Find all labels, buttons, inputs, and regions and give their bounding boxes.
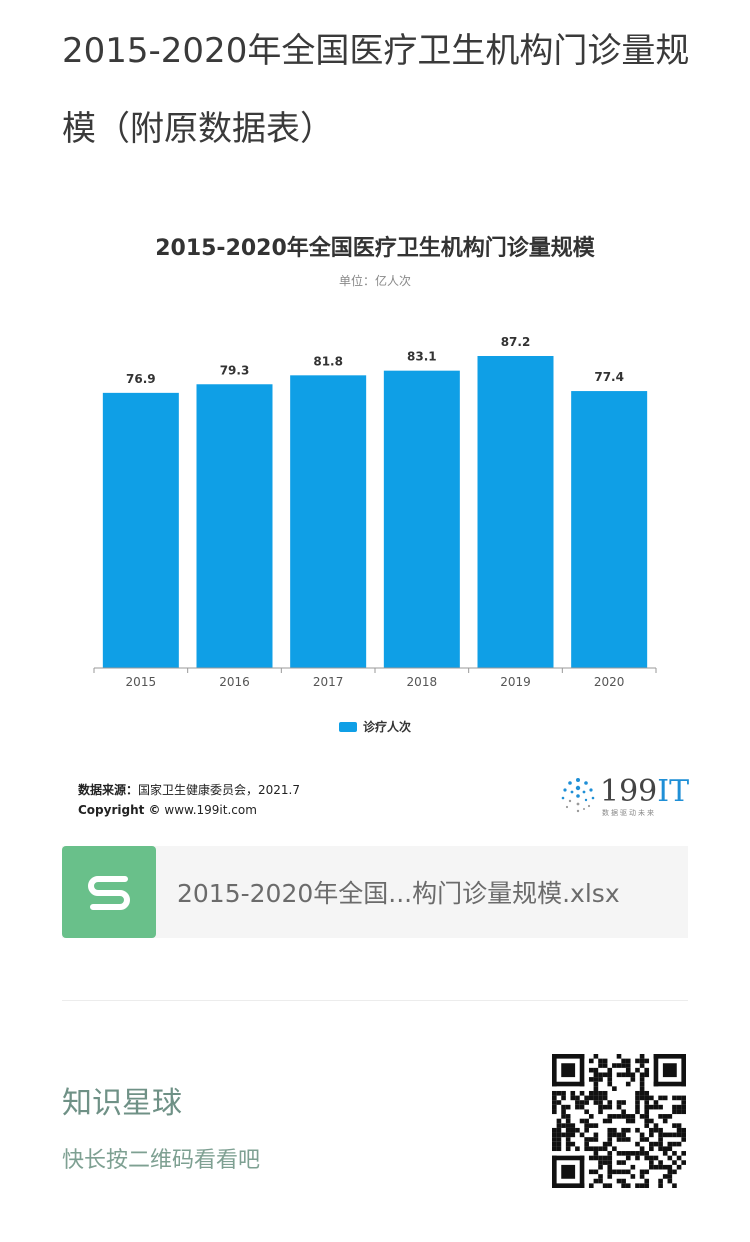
copyright-text: www.199it.com <box>164 803 257 817</box>
logo-dots-icon <box>561 778 595 813</box>
x-tick-2018: 2018 <box>407 675 438 689</box>
bar-2018 <box>383 370 460 668</box>
legend-label: 诊疗人次 <box>362 720 411 734</box>
chart-source: 数据来源：国家卫生健康委员会，2021.7 Copyright © www.19… <box>78 780 300 820</box>
qr-code-icon[interactable] <box>552 1054 686 1188</box>
bar-2019 <box>477 356 554 668</box>
data-label-2016: 79.3 <box>220 363 250 377</box>
logo-tagline: 数据驱动未来 <box>602 809 656 817</box>
bar-chart: 76.9 2015 79.3 2016 81.8 2017 83.1 2018 87.2 2019… <box>93 335 657 689</box>
bar-2017 <box>290 375 367 668</box>
attachment-file-name[interactable]: 2015-2020年全国...构门诊量规模.xlsx <box>177 879 620 908</box>
logo-text: 199IT <box>600 774 690 809</box>
promo-title: 知识星球 <box>62 1086 182 1121</box>
bar-2020 <box>571 391 648 668</box>
x-tick-2019: 2019 <box>500 675 531 689</box>
divider <box>62 1000 688 1001</box>
legend-swatch <box>338 721 357 732</box>
chart-unit: 单位：亿人次 <box>338 274 411 288</box>
source-text: 国家卫生健康委员会，2021.7 <box>138 783 301 797</box>
source-label: 数据来源： <box>78 783 139 797</box>
chart-title: 2015-2020年全国医疗卫生机构门诊量规模 <box>155 236 595 261</box>
data-label-2020: 77.4 <box>594 370 624 384</box>
data-label-2019: 87.2 <box>501 335 531 349</box>
spreadsheet-icon <box>62 846 156 938</box>
data-label-2017: 81.8 <box>313 354 343 368</box>
chart-image: 2015-2020年全国医疗卫生机构门诊量规模 单位：亿人次 76.9 2015 7… <box>62 200 689 830</box>
x-tick-2016: 2016 <box>219 675 250 689</box>
copyright-label: Copyright © <box>78 803 161 817</box>
x-tick-2020: 2020 <box>594 675 625 689</box>
data-label-2018: 83.1 <box>407 350 437 364</box>
x-tick-2015: 2015 <box>126 675 157 689</box>
promo-subtitle: 快长按二维码看看吧 <box>62 1148 261 1173</box>
attachment-card[interactable]: 2015-2020年全国...构门诊量规模.xlsx <box>62 846 688 938</box>
x-tick-2017: 2017 <box>313 675 344 689</box>
bar-2015 <box>102 392 179 668</box>
article-title: 2015-2020年全国医疗卫生机构门诊量规模（附原数据表） <box>62 31 690 149</box>
199it-logo: 199IT 数据驱动未来 <box>556 772 689 818</box>
bar-2016 <box>196 384 273 668</box>
data-label-2015: 76.9 <box>126 372 156 386</box>
chart-legend: 诊疗人次 <box>62 718 688 735</box>
